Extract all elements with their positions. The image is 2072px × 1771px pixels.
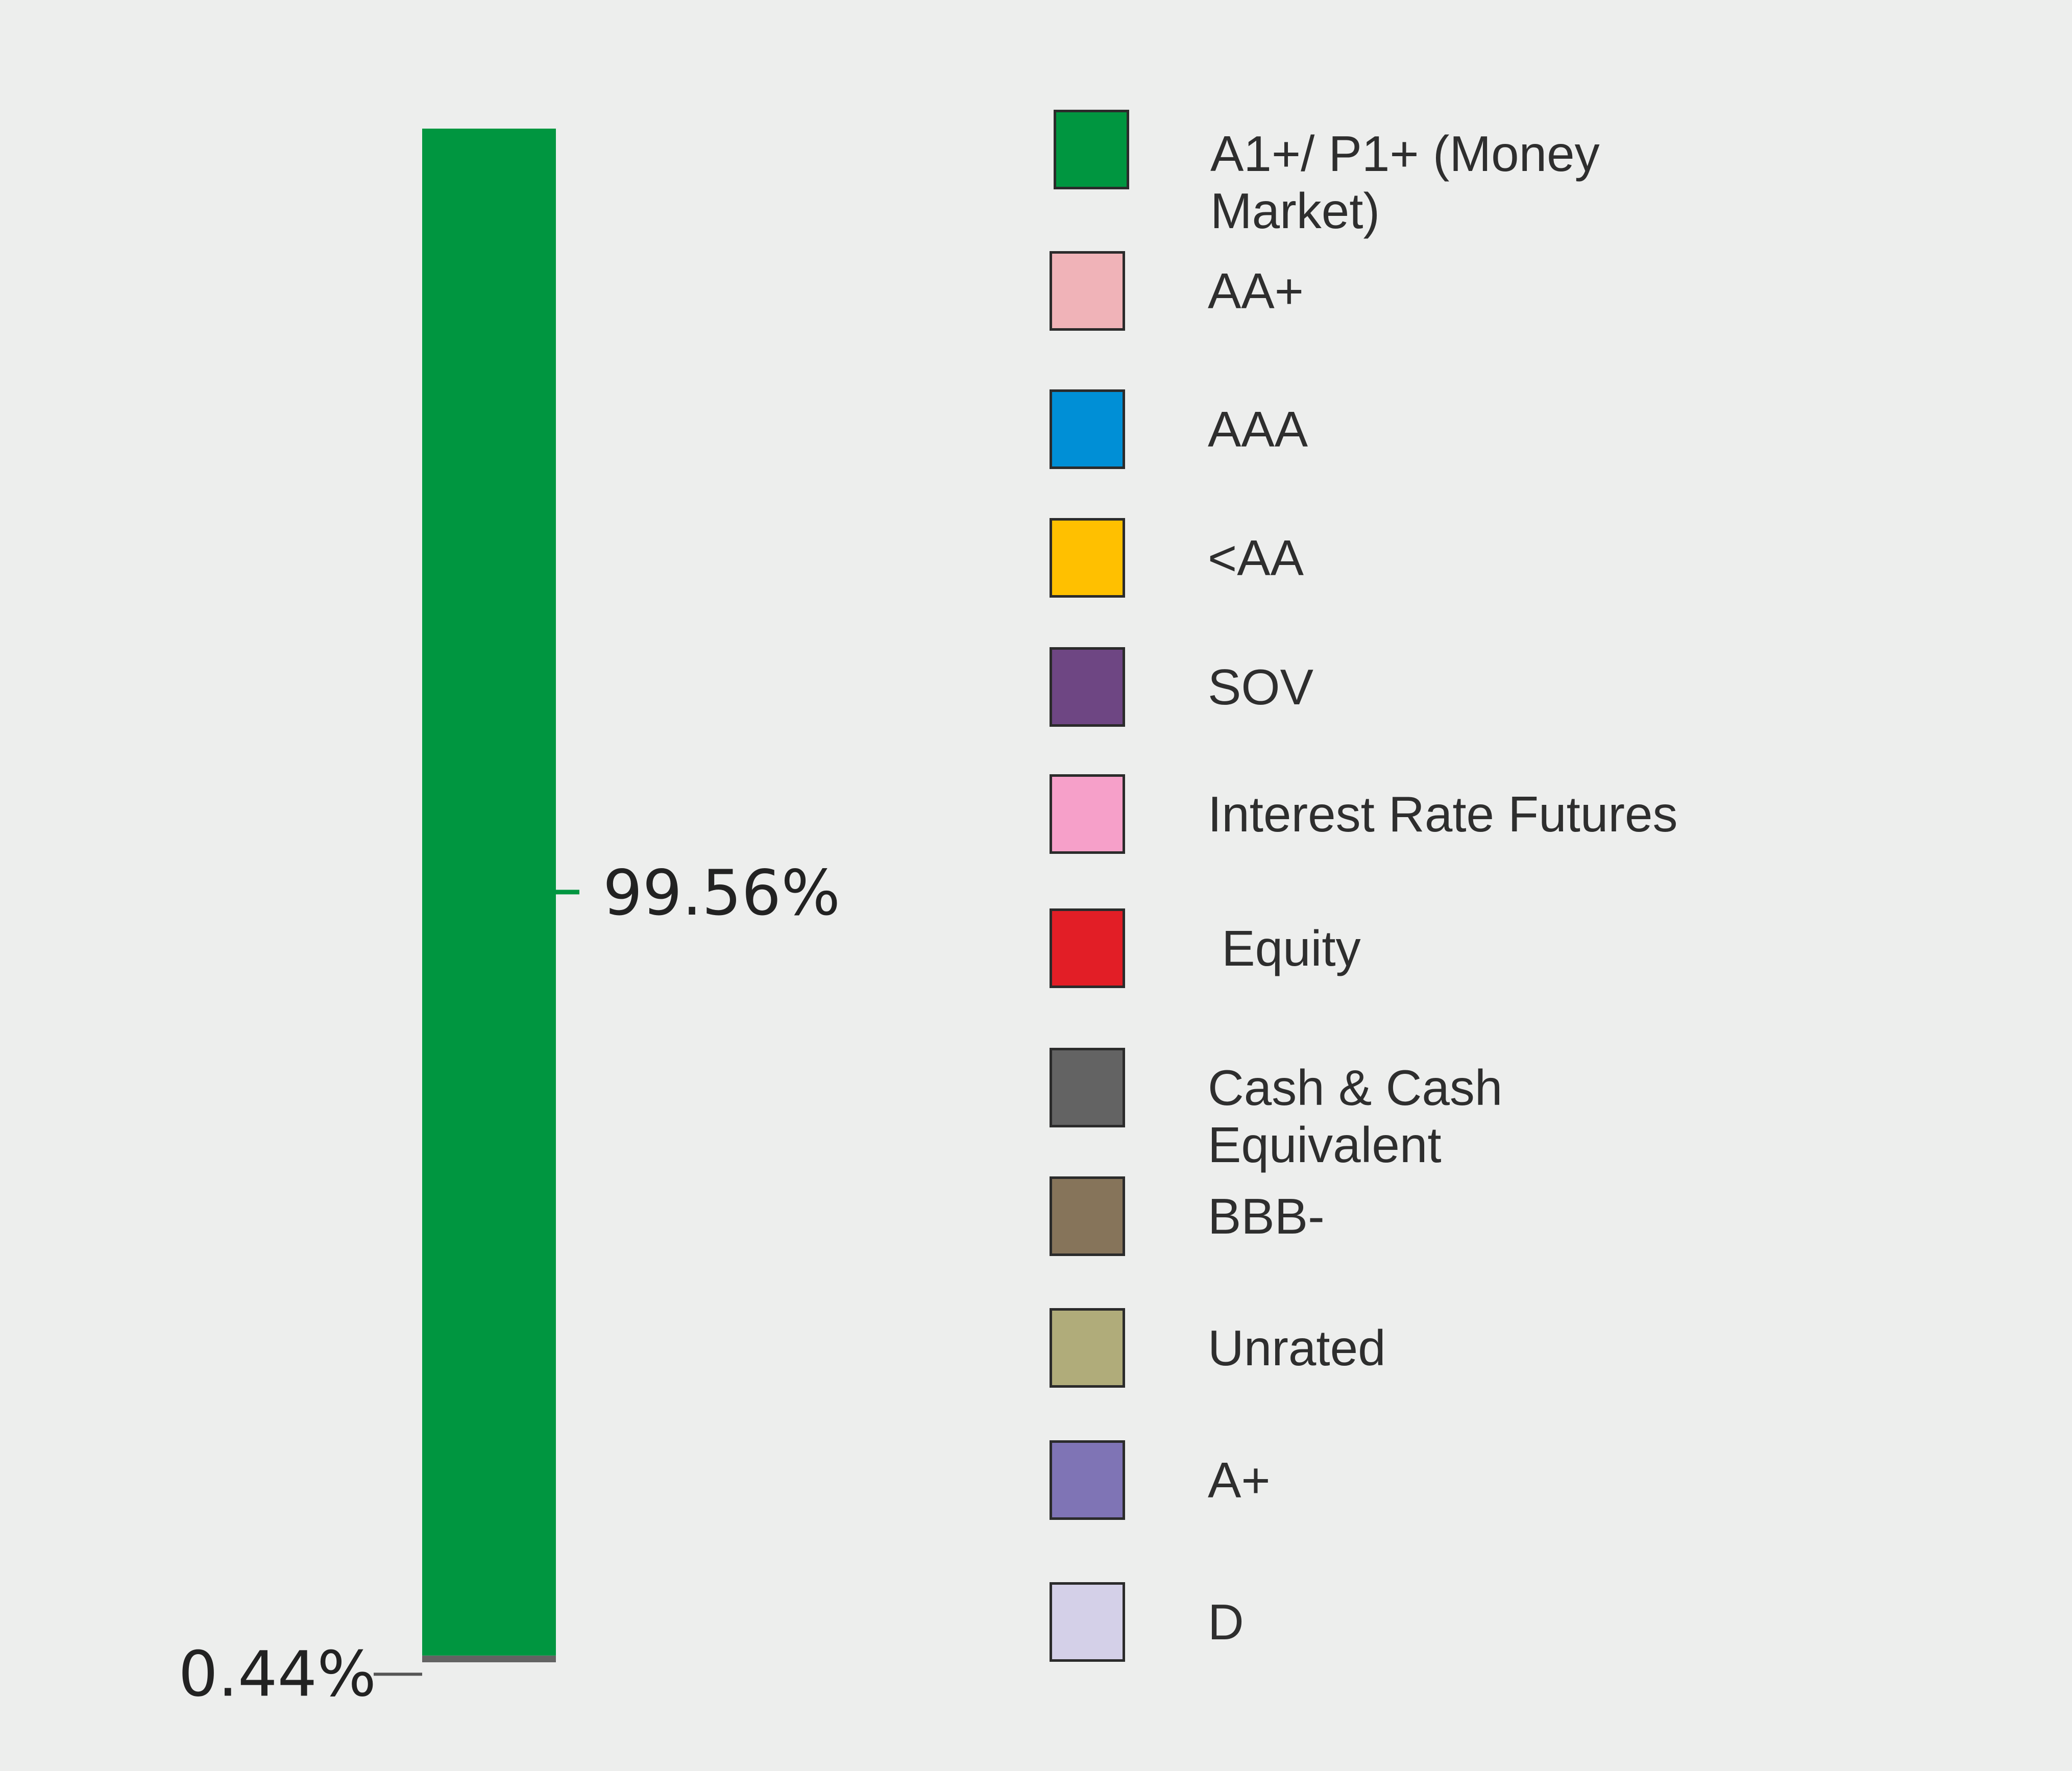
legend-swatch xyxy=(1050,251,1125,331)
legend-swatch xyxy=(1050,774,1125,854)
legend-label: <AA xyxy=(1208,530,1304,586)
legend-label: SOV xyxy=(1208,659,1313,715)
legend-label: Equity xyxy=(1208,920,1361,976)
legend-item: SOV xyxy=(1050,647,2019,729)
legend-label: BBB- xyxy=(1208,1188,1325,1244)
legend-label: A+ xyxy=(1208,1452,1271,1508)
legend-swatch xyxy=(1050,1308,1125,1388)
legend-label: AA+ xyxy=(1208,263,1304,319)
legend-item: AA+ xyxy=(1050,251,2019,333)
legend-item: A1+/ P1+ (Money Market) xyxy=(1054,110,2024,239)
legend-item: A+ xyxy=(1050,1440,2019,1522)
data-label-money-market: 99.56% xyxy=(603,857,840,929)
chart-svg: 0.44% 99.56% xyxy=(178,129,840,1710)
legend-item: AAA xyxy=(1050,389,2019,471)
legend-swatch xyxy=(1050,908,1125,988)
legend-item: D xyxy=(1050,1582,2019,1664)
stacked-bar-chart: 0.44% 99.56% xyxy=(0,0,970,1771)
legend-label: D xyxy=(1208,1594,1244,1650)
legend-swatch xyxy=(1050,1440,1125,1520)
legend-swatch xyxy=(1050,1582,1125,1662)
legend-label: Interest Rate Futures xyxy=(1208,786,1678,842)
legend-swatch xyxy=(1050,389,1125,469)
legend-swatch xyxy=(1054,110,1129,189)
legend-item: Equity xyxy=(1050,908,2019,990)
legend-swatch xyxy=(1050,518,1125,598)
data-label-group-cash-equivalent: 0.44% xyxy=(178,1638,422,1710)
data-label-cash-equivalent: 0.44% xyxy=(178,1638,376,1710)
legend-item: BBB- xyxy=(1050,1176,2019,1258)
legend-label: AAA xyxy=(1208,401,1308,457)
legend-label: Unrated xyxy=(1208,1320,1386,1376)
legend-swatch xyxy=(1050,647,1125,727)
bar-segment-money-market xyxy=(422,129,556,1656)
legend-item: Cash & Cash Equivalent xyxy=(1050,1048,2019,1173)
legend-item: Interest Rate Futures xyxy=(1050,774,2019,856)
bar-segment-cash-equivalent xyxy=(422,1655,556,1662)
legend-label: A1+/ P1+ (Money Market) xyxy=(1210,126,1600,239)
legend-item: Unrated xyxy=(1050,1308,2019,1390)
legend-label: Cash & Cash Equivalent xyxy=(1208,1060,1517,1173)
legend-swatch xyxy=(1050,1176,1125,1256)
legend-item: <AA xyxy=(1050,518,2019,600)
legend-swatch xyxy=(1050,1048,1125,1127)
data-label-group-money-market: 99.56% xyxy=(556,857,840,929)
